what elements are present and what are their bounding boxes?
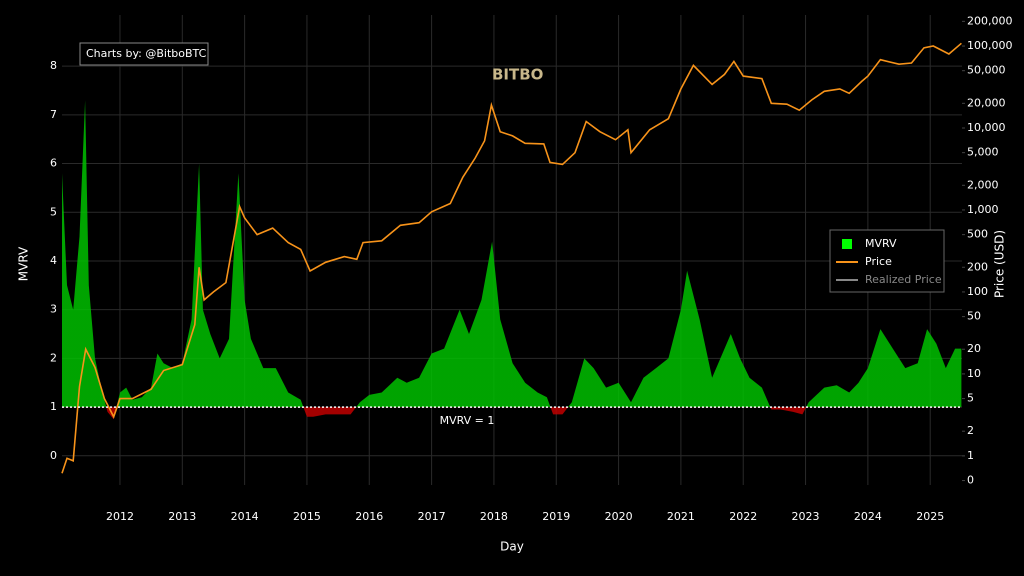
y-tick-label: 0 [50, 449, 57, 462]
y-tick-label: 7 [50, 108, 57, 121]
y2-tick-label: 10 [967, 367, 981, 380]
y2-tick-label: 0 [967, 474, 974, 487]
legend-label[interactable]: Price [865, 255, 892, 268]
y2-tick-label: 200,000 [967, 14, 1013, 27]
y2-tick-label: 100,000 [967, 39, 1013, 52]
legend-label[interactable]: Realized Price [865, 273, 942, 286]
y2-tick-label: 50,000 [967, 64, 1006, 77]
x-tick-label: 2015 [293, 510, 321, 523]
y-axis-title: MVRV [17, 246, 31, 281]
y2-tick-label: 100 [967, 285, 988, 298]
y2-tick-label: 500 [967, 228, 988, 241]
y2-tick-label: 50 [967, 310, 981, 323]
y2-tick-label: 5,000 [967, 146, 999, 159]
legend-swatch [842, 239, 852, 249]
x-tick-label: 2012 [106, 510, 134, 523]
x-tick-label: 2018 [480, 510, 508, 523]
x-tick-label: 2025 [916, 510, 944, 523]
y2-tick-label: 1 [967, 449, 974, 462]
y-tick-label: 2 [50, 351, 57, 364]
x-tick-label: 2022 [729, 510, 757, 523]
y2-axis-title: Price (USD) [993, 230, 1007, 298]
price-line [61, 42, 962, 474]
y2-tick-label: 200 [967, 260, 988, 273]
y2-tick-label: 20 [967, 342, 981, 355]
x-tick-label: 2013 [168, 510, 196, 523]
x-tick-label: 2019 [542, 510, 570, 523]
y-tick-label: 3 [50, 303, 57, 316]
x-tick-label: 2017 [418, 510, 446, 523]
credit-box [79, 42, 209, 66]
y2-tick-label: 20,000 [967, 96, 1006, 109]
x-axis-title: Day [500, 540, 524, 554]
y-tick-label: 1 [50, 400, 57, 413]
x-tick-label: 2021 [667, 510, 695, 523]
y-tick-label: 6 [50, 157, 57, 170]
y2-tick-label: 10,000 [967, 121, 1006, 134]
credit: Charts by: @BitboBTC [86, 47, 207, 60]
legend-label[interactable]: MVRV [865, 237, 897, 250]
logo: BITBO [492, 66, 543, 84]
y-tick-label: 8 [50, 59, 57, 72]
y2-tick-label: 2,000 [967, 178, 999, 191]
x-tick-label: 2023 [792, 510, 820, 523]
x-tick-label: 2024 [854, 510, 882, 523]
y2-tick-label: 2 [967, 424, 974, 437]
y2-tick-label: 5 [967, 392, 974, 405]
mvrv-area [62, 100, 962, 420]
reference-label: MVRV = 1 [440, 414, 495, 427]
x-tick-label: 2020 [605, 510, 633, 523]
x-tick-label: 2016 [355, 510, 383, 523]
y-tick-label: 4 [50, 254, 57, 267]
y-tick-label: 5 [50, 205, 57, 218]
y2-tick-label: 1,000 [967, 203, 999, 216]
plot [61, 42, 962, 474]
x-tick-label: 2014 [231, 510, 259, 523]
